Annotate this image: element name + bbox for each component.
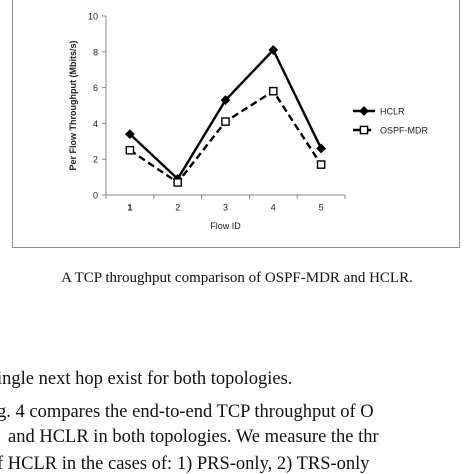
data-point-hclr [220, 95, 231, 106]
data-point-ospf-mdr [173, 178, 183, 187]
x-tick-label: 4 [271, 203, 276, 213]
legend-label-ospf-mdr: OSPF-MDR [380, 126, 428, 136]
data-point-ospf-mdr [125, 145, 135, 155]
legend-marker-ospf-mdr [359, 125, 369, 135]
data-point-ospf-mdr [269, 86, 278, 96]
legend-marker-hclr [359, 106, 369, 116]
y-axis-label: Per Flow Throughput (Mbits/s) [68, 41, 78, 171]
figure-caption: A TCP throughput comparison of OSPF-MDR … [61, 270, 413, 286]
y-tick-label: 10 [88, 12, 98, 22]
data-point-ospf-mdr [221, 117, 230, 126]
x-tick-label: 2 [175, 203, 180, 213]
x-tick-label: 1 [127, 203, 132, 213]
x-tick-label: 5 [319, 203, 324, 213]
y-tick-label: 2 [93, 155, 98, 165]
chart-frame: 0 2 4 6 8 10 1 2 3 4 5 Flow ID Per Flow Throughput (… [12, 0, 460, 248]
data-point-hclr [124, 129, 135, 140]
legend-label-hclr: HCLR [380, 107, 405, 117]
x-axis-label: Flow ID [210, 221, 241, 231]
y-tick-label: 6 [93, 83, 98, 93]
series-line-hclr [129, 47, 323, 181]
body-text-line-3: and HCLR in both topologies. We measure … [8, 427, 379, 447]
y-tick-label: 8 [93, 47, 98, 57]
data-point-ospf-mdr [316, 160, 326, 169]
body-text-line-1: ingle next hop exist for both topologies… [0, 369, 293, 389]
body-text-line-4: f HCLR in the cases of: 1) PRS-only, 2) … [0, 454, 370, 474]
y-tick-label: 4 [93, 119, 98, 129]
y-tick-label: 0 [93, 191, 98, 201]
x-tick-label: 3 [223, 203, 228, 213]
body-text-line-2: g. 4 compares the end-to-end TCP through… [0, 402, 374, 422]
data-point-hclr [316, 143, 327, 154]
data-point-hclr [268, 45, 279, 55]
